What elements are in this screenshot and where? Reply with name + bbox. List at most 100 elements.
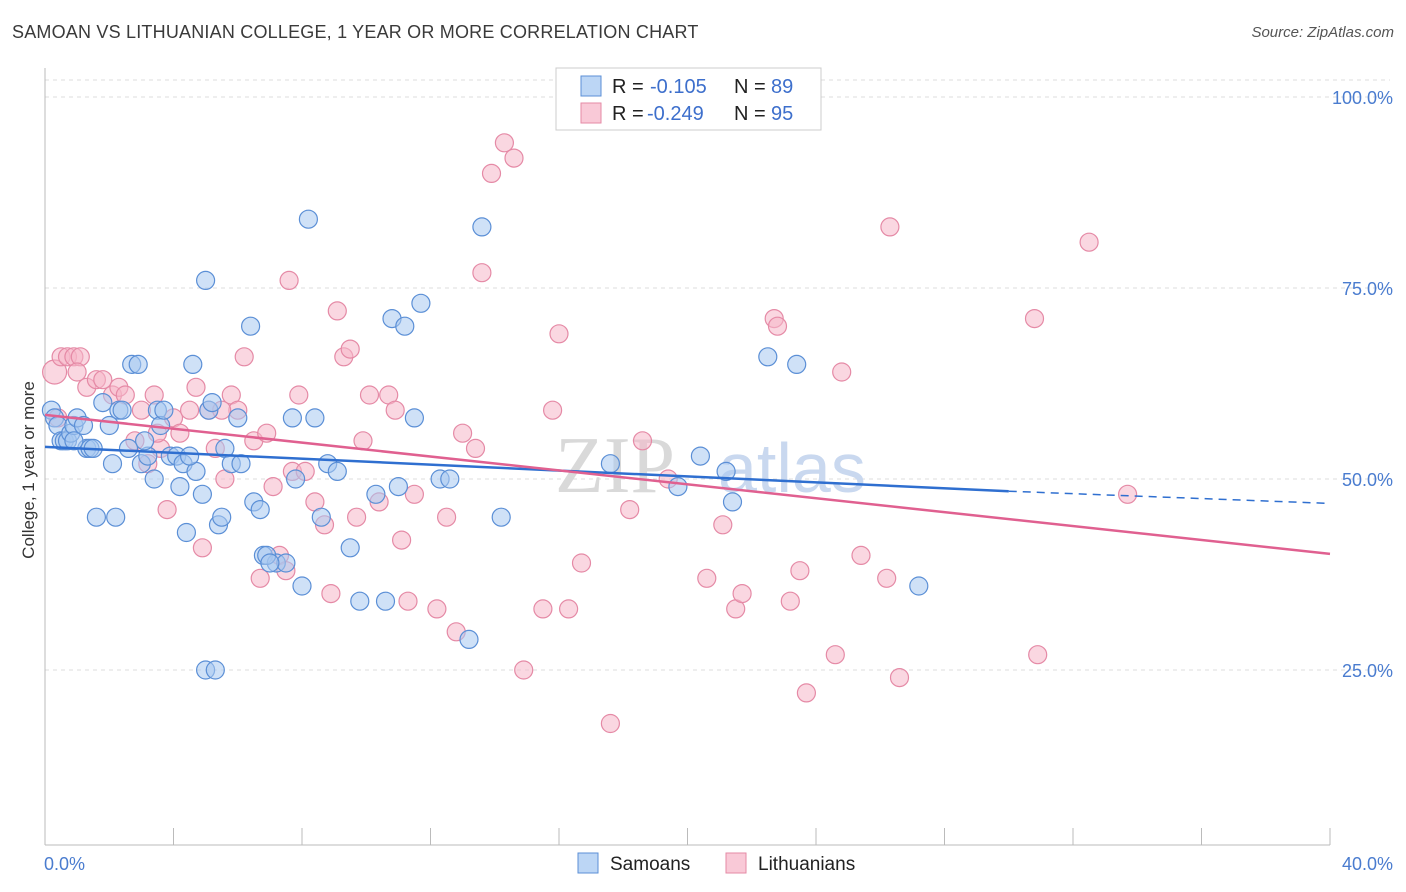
- bottom-legend-lithuanians: Lithuanians: [758, 854, 855, 875]
- lithuanian-point: [347, 507, 367, 527]
- lithuanian-point: [250, 568, 270, 588]
- lithuanian-point: [385, 400, 405, 420]
- x-tick-label: 0.0%: [44, 854, 85, 874]
- lithuanian-point: [321, 583, 341, 604]
- lithuanian-point: [697, 568, 717, 588]
- lithuanian-point: [514, 660, 534, 680]
- lithuanian-point: [780, 591, 800, 611]
- lithuanian-point: [549, 324, 569, 344]
- legend-swatch-lithuanians: [580, 102, 602, 124]
- samoan-point: [787, 354, 807, 374]
- legend-r-label-samoans: R =: [612, 76, 644, 98]
- lithuanian-point: [877, 568, 897, 588]
- samoan-point: [154, 400, 174, 420]
- x-tick-label: 40.0%: [1342, 854, 1393, 874]
- legend-r-lithuanians: -0.249: [647, 103, 704, 125]
- samoan-point: [112, 400, 132, 420]
- samoan-point: [128, 354, 148, 374]
- lithuanian-point: [192, 538, 212, 558]
- y-tick-label: 100.0%: [1332, 88, 1393, 108]
- samoan-point: [228, 408, 248, 428]
- lithuanian-point: [170, 423, 190, 443]
- legend-swatch-samoans: [580, 75, 602, 97]
- samoan-point: [183, 354, 203, 374]
- samoan-point: [170, 477, 190, 497]
- lithuanian-point: [880, 217, 900, 237]
- lithuanian-point: [713, 515, 733, 535]
- samoan-point: [64, 431, 84, 451]
- tick-labels: 100.0% 75.0% 50.0% 25.0% 0.0% 40.0%: [44, 88, 1393, 874]
- samoan-point: [276, 553, 296, 573]
- samoan-point: [144, 469, 164, 489]
- samoan-point: [250, 500, 270, 520]
- lithuanian-point: [832, 362, 852, 382]
- lithuanian-point: [825, 645, 845, 665]
- samoan-point: [202, 393, 222, 413]
- samoan-point: [241, 316, 261, 336]
- samoan-point: [176, 522, 196, 543]
- samoan-point: [311, 507, 331, 527]
- samoan-point: [205, 660, 225, 680]
- watermark-atlas: atlas: [718, 429, 866, 507]
- legend-box: R = -0.105 N = 89 R = -0.249 N = 95: [555, 67, 822, 131]
- data-points: [41, 133, 1138, 734]
- samoan-point: [93, 393, 113, 413]
- samoan-point: [327, 461, 347, 481]
- lithuanian-point: [131, 400, 151, 420]
- samoan-point: [690, 446, 711, 466]
- lithuanian-point: [465, 438, 486, 458]
- samoan-point: [192, 484, 212, 504]
- y-tick-label: 75.0%: [1342, 279, 1393, 299]
- legend-r-label-lithuanians: R =: [612, 103, 644, 125]
- lithuanian-point: [632, 431, 653, 451]
- samoan-point: [86, 507, 107, 527]
- samoan-point: [298, 209, 318, 229]
- samoan-point: [758, 347, 778, 367]
- lithuanian-point: [404, 484, 424, 504]
- samoan-point: [180, 446, 200, 466]
- y-tick-label: 25.0%: [1342, 661, 1393, 681]
- lithuanian-point: [157, 500, 177, 520]
- trend-lines: [44, 413, 1331, 556]
- samoan-point: [375, 591, 396, 611]
- lithuanian-point: [353, 431, 373, 451]
- lithuanian-point: [453, 423, 473, 443]
- samoans-trend-extension: [1008, 490, 1331, 505]
- samoan-point: [404, 408, 424, 428]
- lithuanian-point: [340, 339, 360, 359]
- bottom-swatch-lithuanians: [725, 852, 747, 874]
- lithuanian-point: [93, 370, 113, 390]
- lithuanian-point: [481, 163, 502, 183]
- samoan-point: [716, 461, 736, 481]
- lithuanian-point: [494, 133, 514, 153]
- samoan-point: [722, 492, 743, 512]
- samoan-point: [102, 454, 123, 474]
- samoan-point: [282, 408, 302, 428]
- legend-n-label-lithuanians: N =: [734, 103, 766, 125]
- lithuanian-point: [1079, 232, 1099, 252]
- samoan-point: [286, 469, 306, 489]
- samoan-point: [196, 270, 216, 290]
- y-axis-title: College, 1 year or more: [19, 381, 38, 559]
- lithuanian-point: [427, 599, 447, 619]
- lithuanian-point: [504, 148, 524, 168]
- samoan-point: [305, 408, 325, 428]
- lithuanian-point: [533, 599, 553, 619]
- legend-n-samoans: 89: [771, 76, 793, 98]
- lithuanian-point: [263, 477, 283, 497]
- lithuanian-point: [234, 347, 254, 367]
- lithuanian-point: [1024, 309, 1045, 329]
- lithuanian-point: [571, 553, 592, 573]
- axes: [44, 68, 1331, 846]
- lithuanian-point: [796, 683, 817, 703]
- lithuanian-point: [542, 400, 563, 420]
- lithuanian-point: [437, 507, 457, 527]
- samoan-point: [909, 576, 929, 596]
- samoan-point: [366, 484, 386, 504]
- samoans-trend-line: [44, 445, 1009, 493]
- legend-n-lithuanians: 95: [771, 103, 793, 125]
- lithuanian-point: [180, 400, 200, 420]
- source-label: Source: ZipAtlas.com: [1251, 24, 1394, 41]
- lithuanian-point: [327, 301, 347, 321]
